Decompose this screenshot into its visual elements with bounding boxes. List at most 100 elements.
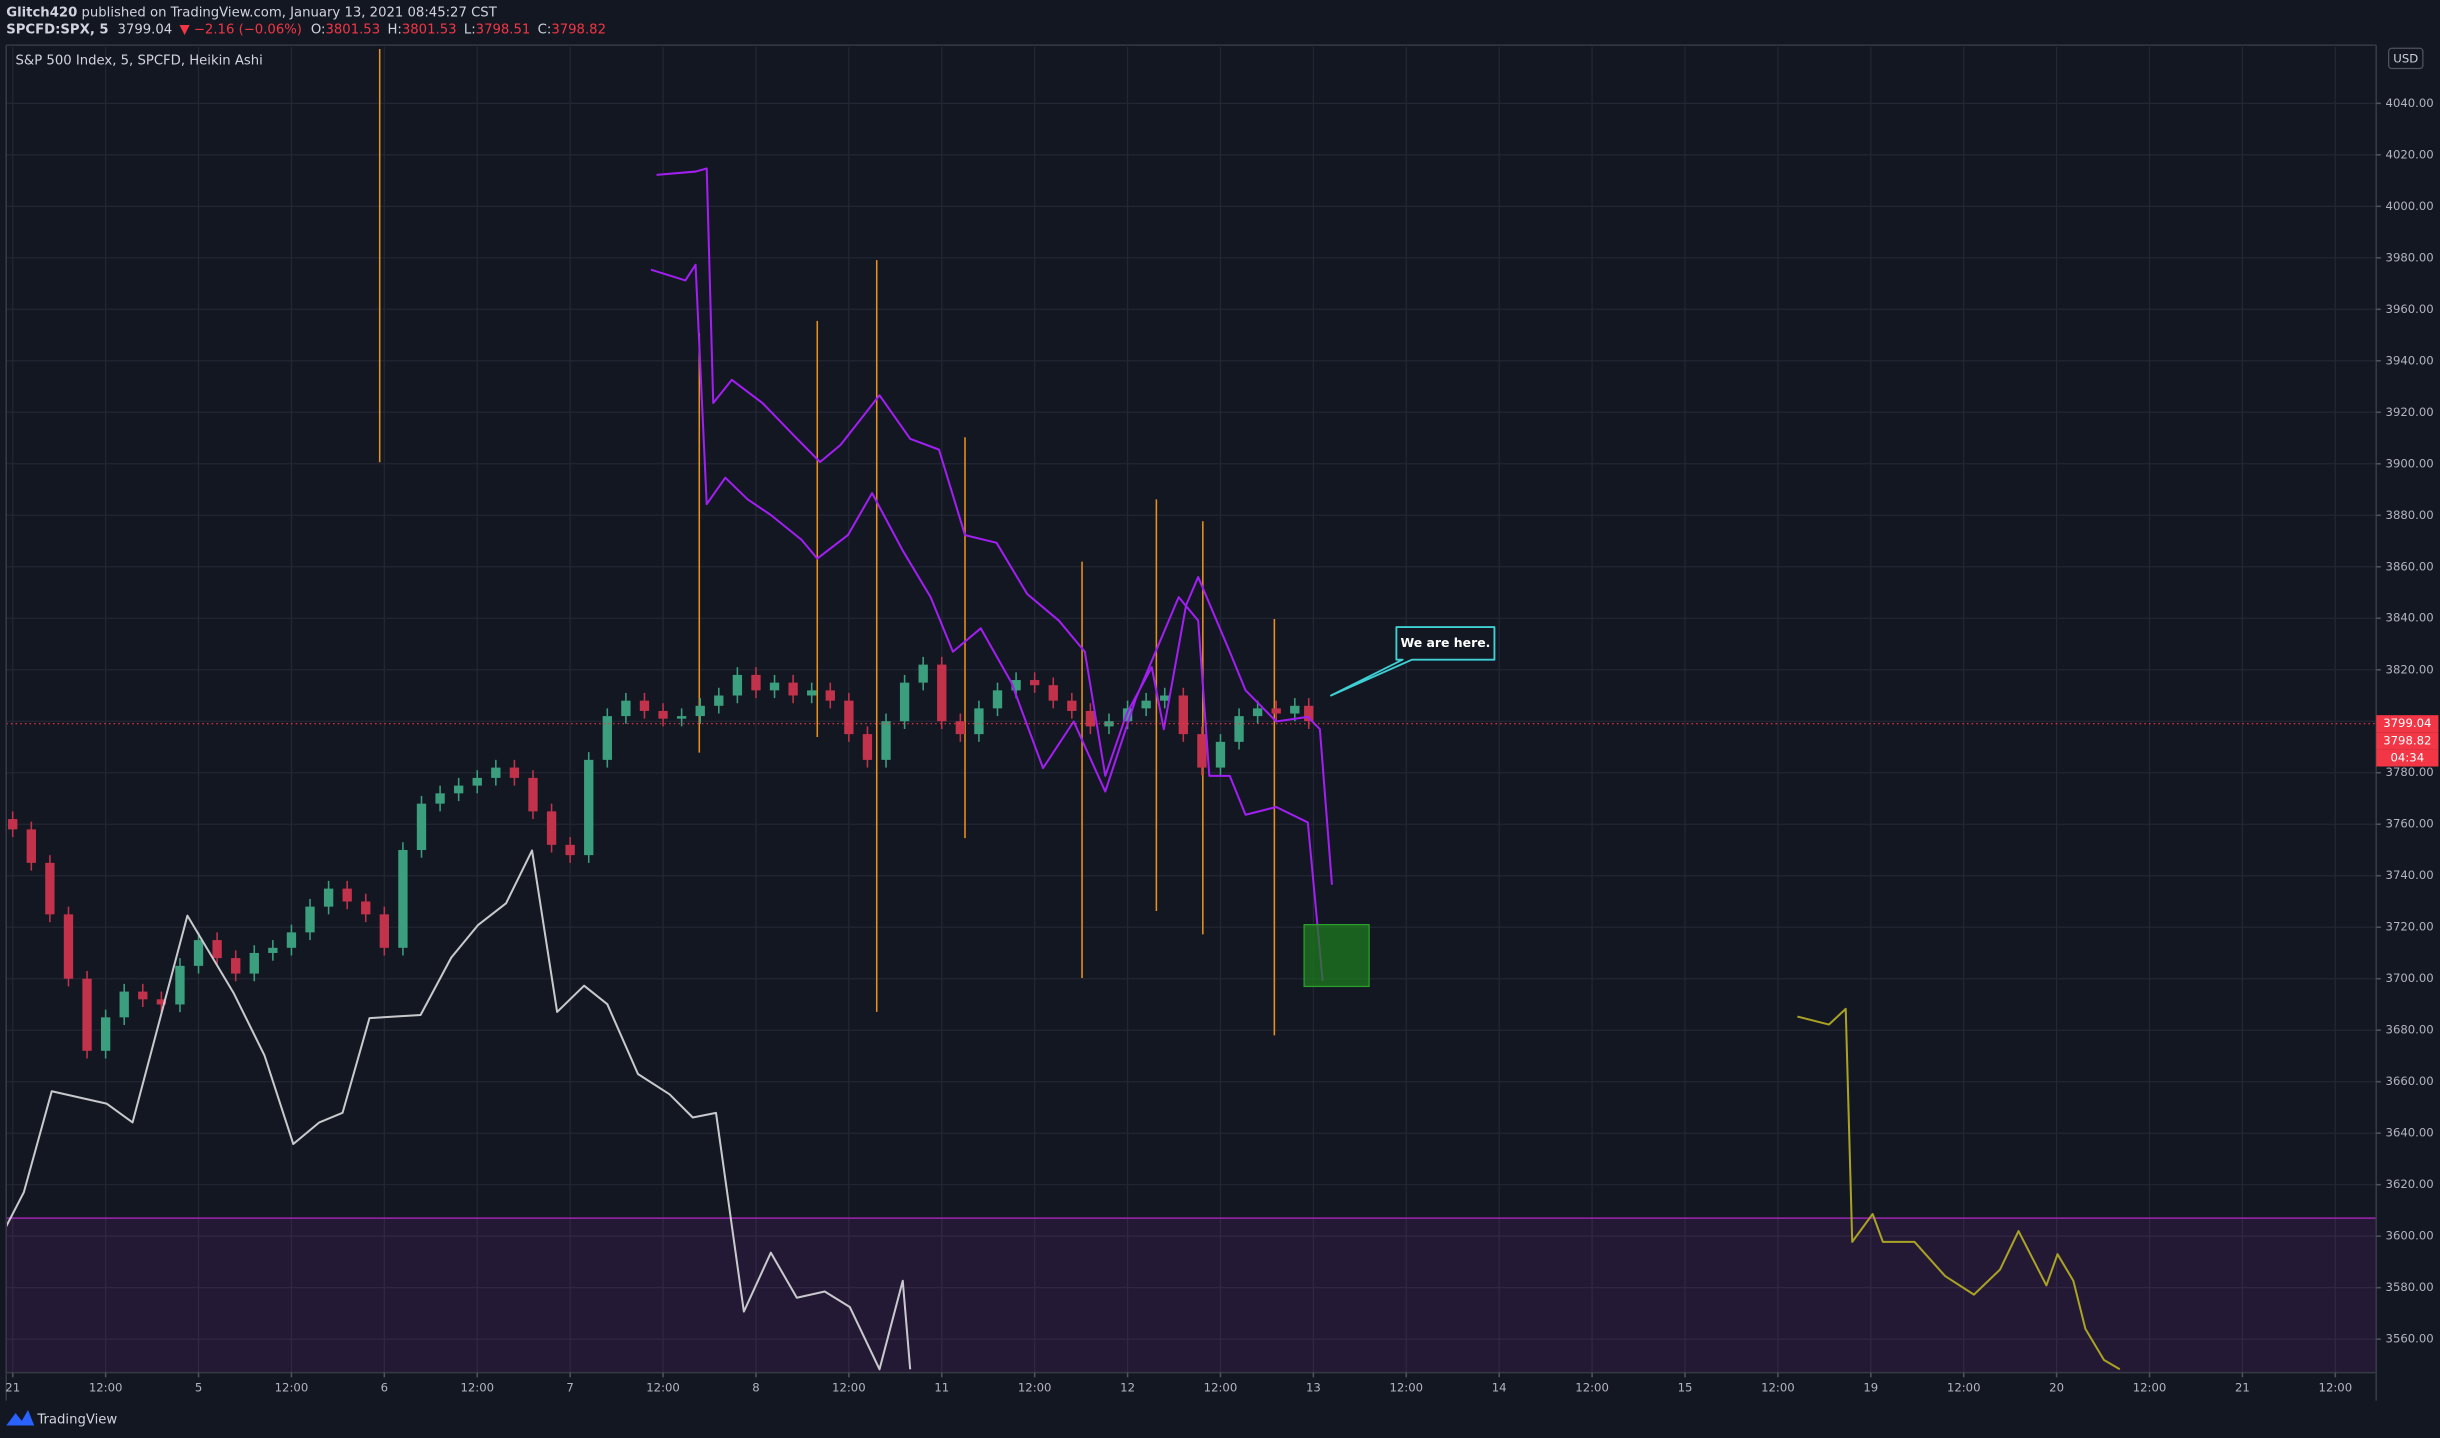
currency-box[interactable] [2388, 47, 2424, 70]
candle-body [1141, 700, 1151, 709]
candle-body [676, 716, 687, 719]
x-tick-label: 13 [1306, 1381, 1321, 1395]
y-tick-label: 3700.00 [2386, 971, 2434, 985]
candle-body [491, 767, 501, 778]
candle-body [156, 999, 167, 1005]
candle-body [546, 811, 557, 845]
last-price-tag: 3799.04 [2383, 716, 2431, 730]
author: Glitch420 [6, 5, 77, 20]
candle-body [509, 767, 520, 778]
x-tick-label: 6 [381, 1381, 388, 1395]
candle-body [1178, 695, 1188, 735]
candle-body [1048, 685, 1058, 701]
y-tick-label: 3960.00 [2386, 302, 2434, 316]
y-tick-label: 3940.00 [2386, 353, 2434, 367]
y-tick-label: 3920.00 [2386, 405, 2434, 419]
x-tick-label: 12:00 [460, 1381, 494, 1395]
candle-body [825, 690, 835, 701]
y-tick-label: 4040.00 [2386, 96, 2434, 110]
candle-body [193, 940, 204, 966]
x-tick-label: 20 [2049, 1381, 2064, 1395]
last-price: 3799.04 [118, 23, 173, 38]
y-tick-label: 3580.00 [2386, 1280, 2434, 1294]
candle-body [695, 705, 705, 717]
ohlc-value: 3798.51 [476, 23, 531, 38]
candle-body [379, 914, 390, 948]
candle-body [63, 914, 74, 979]
candle-body [231, 958, 241, 974]
x-tick-label: 11 [934, 1381, 949, 1395]
x-tick-label: 7 [566, 1381, 573, 1395]
candle-body [602, 716, 612, 760]
candle-body [528, 777, 538, 812]
y-tick-label: 3820.00 [2386, 662, 2434, 676]
x-tick-label: 19 [1863, 1381, 1878, 1395]
annotation-text: We are here. [1400, 635, 1490, 650]
candle-body [899, 682, 910, 722]
y-tick-label: 3680.00 [2386, 1023, 2434, 1037]
candle-body [342, 888, 352, 902]
ohlc-value: 3798.82 [551, 23, 606, 38]
candle-body [881, 721, 891, 760]
currency: USD [2393, 52, 2418, 66]
x-tick-label: 12:00 [275, 1381, 309, 1395]
ohlc-label: C: [538, 23, 552, 38]
last-price-tag-bg [2376, 715, 2439, 733]
candle-body [1290, 705, 1300, 714]
brand: TradingView [36, 1412, 117, 1427]
candle-body [974, 708, 984, 735]
y-tick-label: 3980.00 [2386, 250, 2434, 264]
x-tick-label: 12:00 [89, 1381, 123, 1395]
y-tick-label: 3900.00 [2386, 456, 2434, 470]
x-tick-label: 12:00 [2133, 1381, 2167, 1395]
candle-body [8, 819, 18, 830]
x-tick-label: 12 [1120, 1381, 1135, 1395]
candle-body [361, 901, 371, 915]
band-area [6, 1218, 2377, 1373]
close-price-tag-bg [2376, 732, 2439, 750]
candle-body [175, 965, 185, 1005]
y-tick-label: 3660.00 [2386, 1074, 2434, 1088]
series-line [656, 167, 1333, 885]
candle-body [1304, 705, 1314, 722]
candle-body [212, 940, 222, 959]
candle-body [268, 947, 278, 953]
x-tick-label: 12:00 [832, 1381, 866, 1395]
candle-body [621, 700, 631, 717]
countdown-tag-bg [2376, 749, 2439, 767]
x-tick-label: 8 [752, 1381, 759, 1395]
y-tick-label: 3600.00 [2386, 1229, 2434, 1243]
x-tick-label: 12:00 [646, 1381, 680, 1395]
candle-body [82, 978, 92, 1051]
candle-body [416, 803, 427, 850]
callout [1330, 626, 1496, 697]
ohlc-label: H: [387, 23, 401, 38]
candle-body [1067, 700, 1077, 711]
y-tick-label: 3760.00 [2386, 817, 2434, 831]
candle-body [788, 682, 798, 696]
y-tick-label: 3840.00 [2386, 611, 2434, 625]
candle-body [658, 710, 668, 719]
close-price-tag: 3798.82 [2383, 733, 2431, 747]
annotation: We are here. [1330, 626, 1496, 697]
candle-body [955, 721, 966, 735]
ohlc-value: 3801.53 [325, 23, 380, 38]
x-tick-label: 12:00 [1575, 1381, 1609, 1395]
y-tick-label: 3780.00 [2386, 765, 2434, 779]
y-tick-label: 3740.00 [2386, 868, 2434, 882]
y-tick-label: 3620.00 [2386, 1177, 2434, 1191]
x-tick-label: 21 [5, 1381, 20, 1395]
candle-body [249, 952, 259, 974]
logo: TradingView [6, 1409, 117, 1427]
header-line: Glitch420 published on TradingView.com, … [6, 5, 497, 20]
y-tick-label: 3880.00 [2386, 508, 2434, 522]
candle-body [1122, 708, 1133, 722]
candle-body [1215, 741, 1226, 768]
y-tick-label: 3560.00 [2386, 1332, 2434, 1346]
candle-body [119, 991, 129, 1018]
candle-body [323, 888, 334, 907]
candle-body [639, 700, 650, 711]
x-tick-label: 12:00 [1947, 1381, 1981, 1395]
candle-body [453, 785, 464, 794]
